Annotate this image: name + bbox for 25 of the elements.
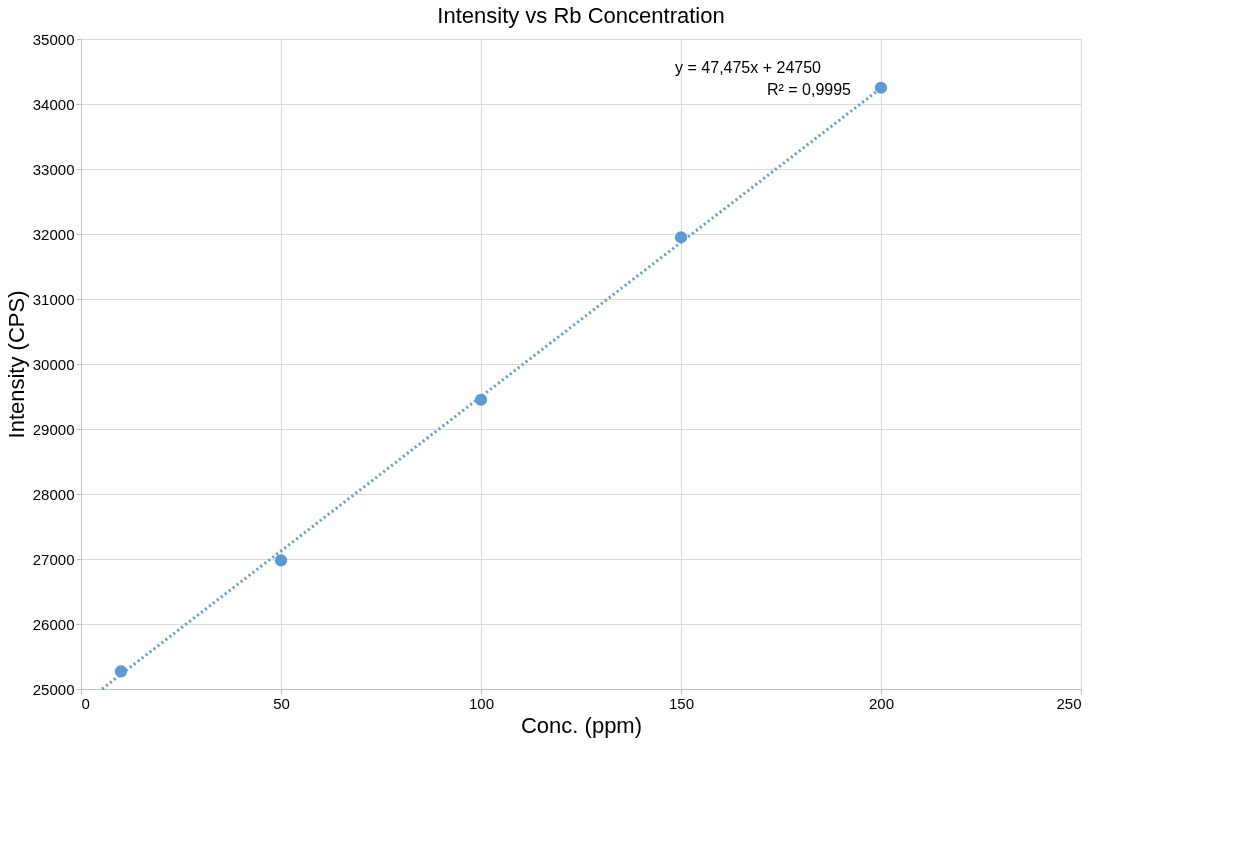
- x-tick-label: 250: [1056, 694, 1082, 712]
- y-tick-label: 27000: [32, 550, 75, 568]
- x-axis-title: Conc. (ppm): [520, 712, 643, 738]
- x-tick-label: 50: [273, 694, 290, 712]
- x-tick-label: 0: [81, 694, 90, 712]
- point: [874, 81, 888, 94]
- y-tick-label: 32000: [32, 225, 75, 243]
- chart-title: Intensity vs Rb Concentration: [437, 3, 725, 28]
- y-tick-label: 25000: [32, 680, 75, 698]
- x-tick-label: 150: [668, 694, 695, 712]
- point: [674, 231, 688, 244]
- y-tick-label: 26000: [32, 615, 75, 633]
- y-tick-label: 34000: [32, 95, 75, 113]
- point: [274, 554, 288, 567]
- y-axis-title: Intensity (CPS): [3, 290, 29, 439]
- y-tick-label: 30000: [32, 355, 75, 373]
- y-tick-label: 35000: [32, 30, 75, 48]
- x-tick-label: 200: [868, 694, 895, 712]
- x-tick-label: 100: [468, 694, 495, 712]
- y-tick-label: 28000: [32, 485, 75, 503]
- y-tick-label: 33000: [32, 160, 75, 178]
- annotation: R² = 0,9995: [766, 81, 852, 99]
- y-tick-label: 29000: [32, 420, 75, 438]
- y-tick-label: 31000: [32, 290, 75, 308]
- annotation: y = 47,475x + 24750: [675, 59, 822, 77]
